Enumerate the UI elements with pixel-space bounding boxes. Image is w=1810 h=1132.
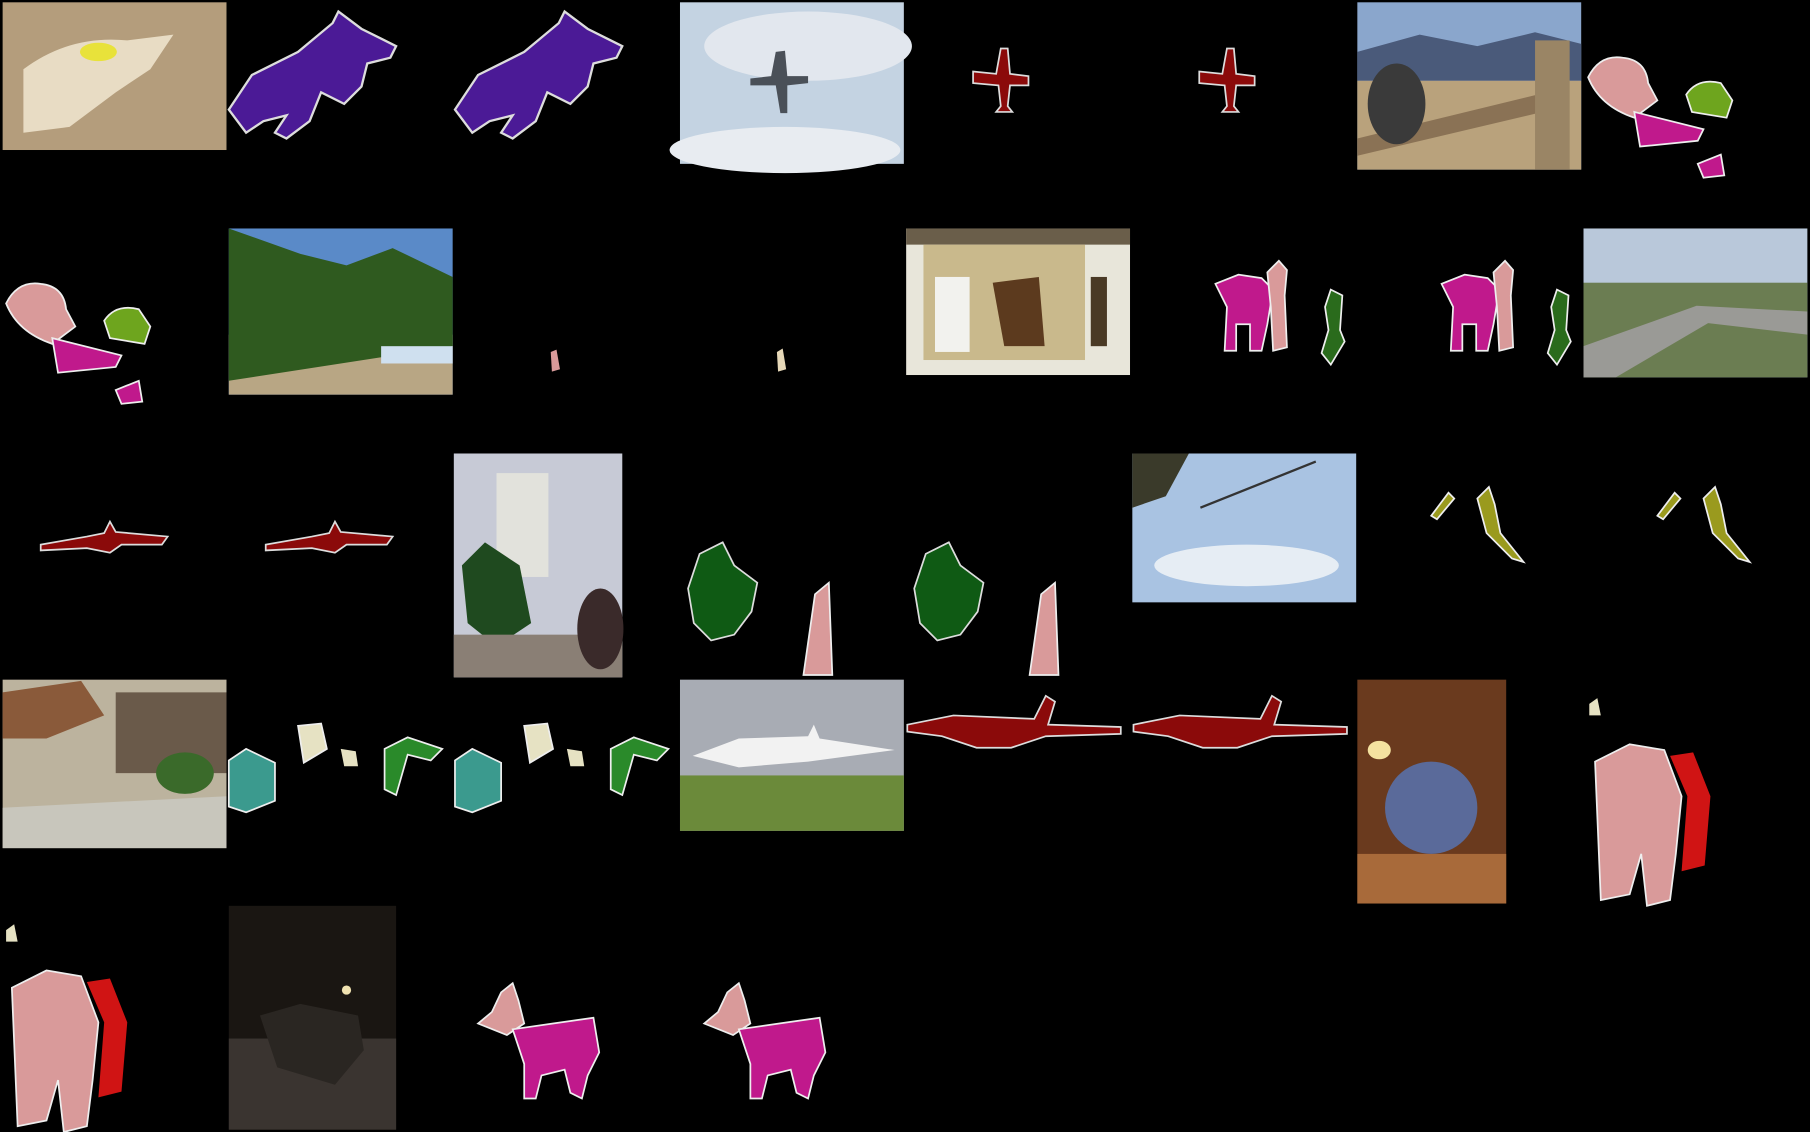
mask (972, 47, 1030, 113)
mask (227, 722, 444, 814)
mask (703, 982, 827, 1100)
mask (687, 541, 834, 676)
mask (550, 349, 560, 372)
photo (1357, 2, 1582, 170)
mask (453, 10, 624, 140)
photo (679, 679, 904, 831)
mask (1214, 259, 1346, 366)
mask (1656, 486, 1751, 563)
mask (1440, 259, 1572, 366)
mask (264, 520, 394, 554)
mask (5, 923, 129, 1132)
mask (913, 541, 1060, 676)
photo (2, 2, 227, 151)
photo (1583, 228, 1808, 378)
mask (1587, 56, 1734, 179)
photo (1132, 453, 1357, 603)
mask (5, 282, 152, 405)
mask (454, 722, 670, 814)
mask (906, 694, 1122, 749)
photo (228, 228, 453, 395)
mask (1588, 697, 1712, 907)
mask (776, 348, 787, 372)
photo (228, 905, 397, 1130)
photo (669, 2, 912, 174)
mask (477, 982, 601, 1100)
mask (1198, 47, 1256, 113)
photo (2, 679, 227, 849)
photo (906, 228, 1131, 376)
photo (453, 453, 624, 678)
mask (1430, 486, 1525, 563)
mask (1132, 694, 1348, 749)
mask (227, 10, 398, 140)
mask (39, 520, 169, 554)
photo (1357, 679, 1507, 904)
